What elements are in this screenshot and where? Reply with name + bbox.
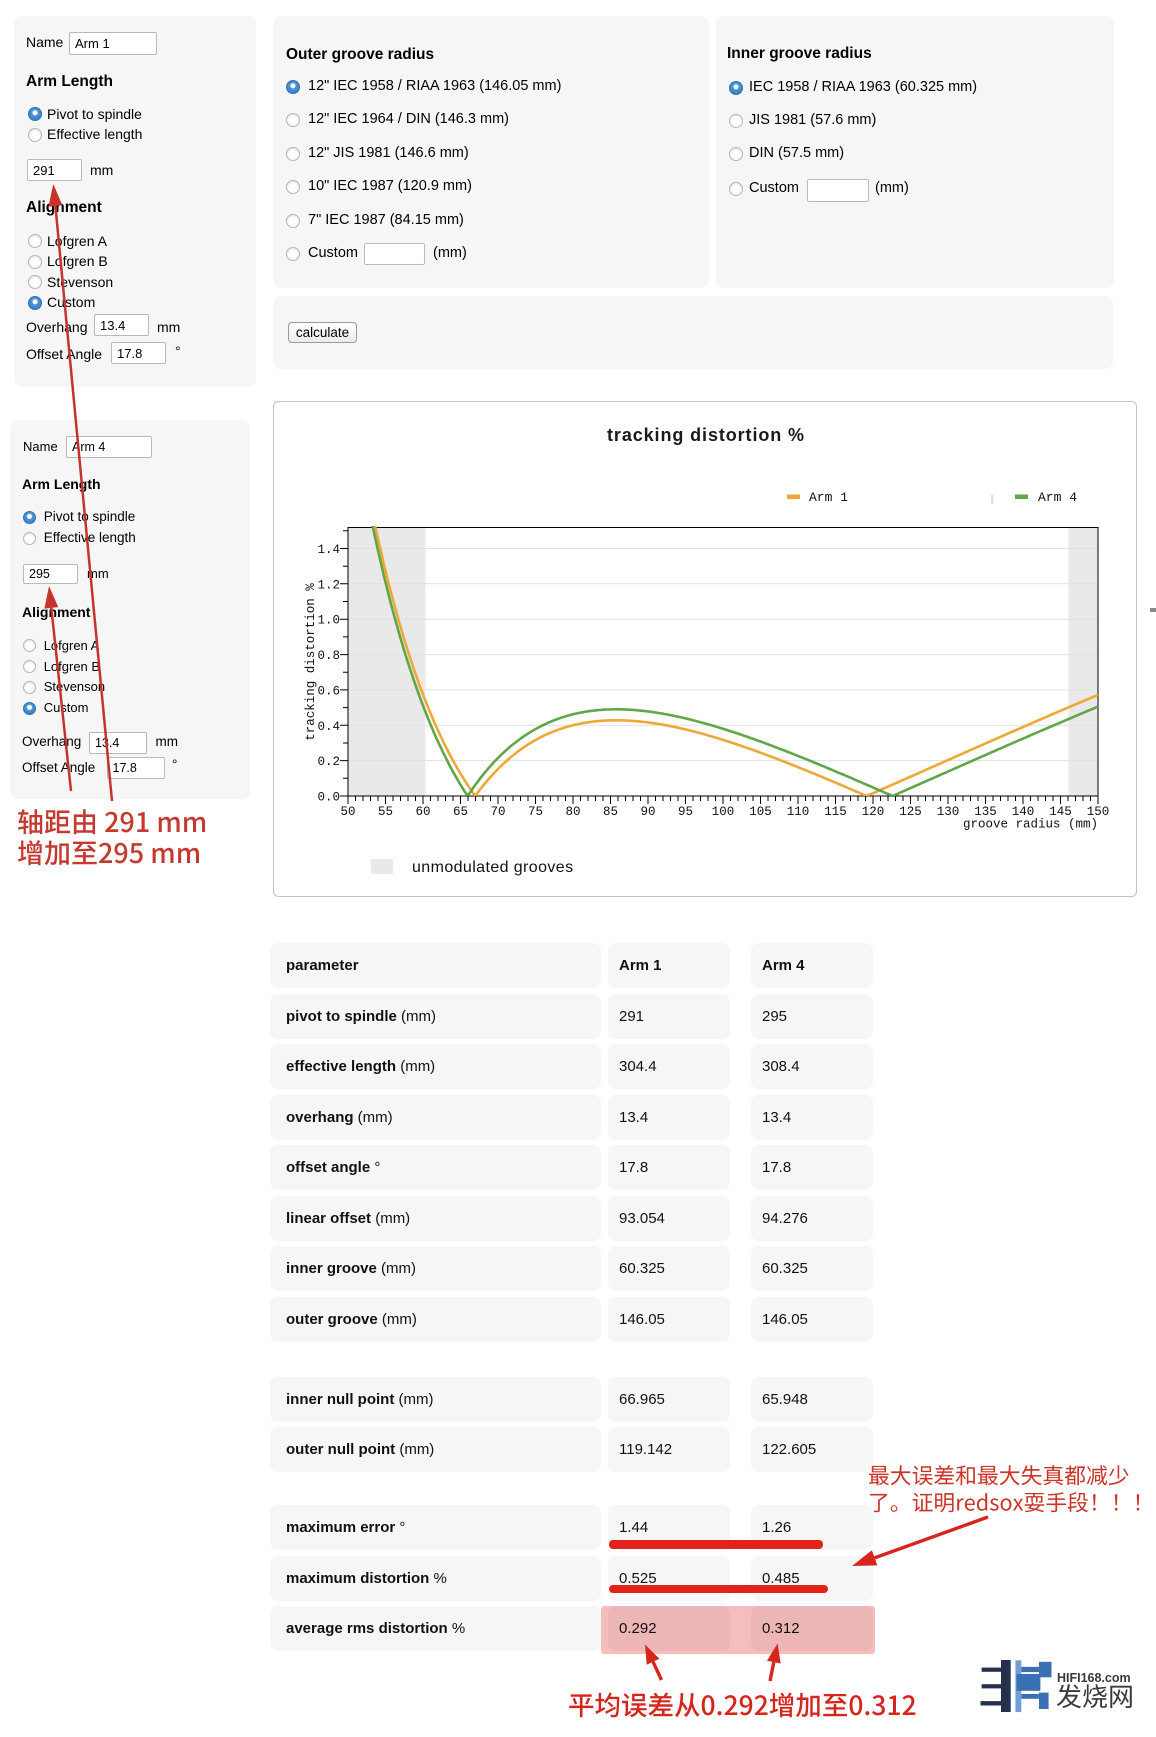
svg-text:0.8: 0.8 bbox=[317, 649, 340, 663]
svg-text:130: 130 bbox=[937, 805, 960, 819]
svg-text:125: 125 bbox=[899, 805, 922, 819]
svg-text:1.4: 1.4 bbox=[317, 543, 340, 557]
svg-text:55: 55 bbox=[378, 805, 393, 819]
svg-text:HIFI168.com: HIFI168.com bbox=[1057, 1671, 1131, 1685]
svg-text:50: 50 bbox=[340, 805, 355, 819]
svg-text:100: 100 bbox=[712, 805, 735, 819]
svg-text:60: 60 bbox=[415, 805, 430, 819]
svg-text:tracking distortion %: tracking distortion % bbox=[607, 425, 805, 445]
svg-text:unmodulated grooves: unmodulated grooves bbox=[412, 859, 573, 876]
svg-text:0.2: 0.2 bbox=[317, 755, 340, 769]
svg-text:70: 70 bbox=[490, 805, 505, 819]
svg-text:115: 115 bbox=[824, 805, 847, 819]
svg-text:0.6: 0.6 bbox=[317, 684, 340, 698]
svg-text:85: 85 bbox=[603, 805, 618, 819]
svg-text:tracking distortion %: tracking distortion % bbox=[304, 583, 318, 741]
svg-text:90: 90 bbox=[640, 805, 655, 819]
svg-text:145: 145 bbox=[1049, 805, 1072, 819]
svg-text:105: 105 bbox=[749, 805, 772, 819]
svg-text:65: 65 bbox=[453, 805, 468, 819]
svg-text:150: 150 bbox=[1087, 805, 1110, 819]
svg-text:75: 75 bbox=[528, 805, 543, 819]
svg-text:0.4: 0.4 bbox=[317, 720, 340, 734]
svg-text:1.2: 1.2 bbox=[317, 578, 340, 592]
svg-text:120: 120 bbox=[862, 805, 885, 819]
svg-text:110: 110 bbox=[787, 805, 810, 819]
svg-text:80: 80 bbox=[565, 805, 580, 819]
svg-text:0.0: 0.0 bbox=[317, 791, 340, 805]
svg-text:1.0: 1.0 bbox=[317, 614, 340, 628]
svg-text:groove radius (mm): groove radius (mm) bbox=[963, 818, 1098, 832]
svg-text:95: 95 bbox=[678, 805, 693, 819]
svg-text:Arm 1: Arm 1 bbox=[809, 490, 848, 505]
svg-text:140: 140 bbox=[1012, 805, 1035, 819]
svg-text:135: 135 bbox=[974, 805, 997, 819]
svg-text:Arm 4: Arm 4 bbox=[1038, 490, 1077, 505]
